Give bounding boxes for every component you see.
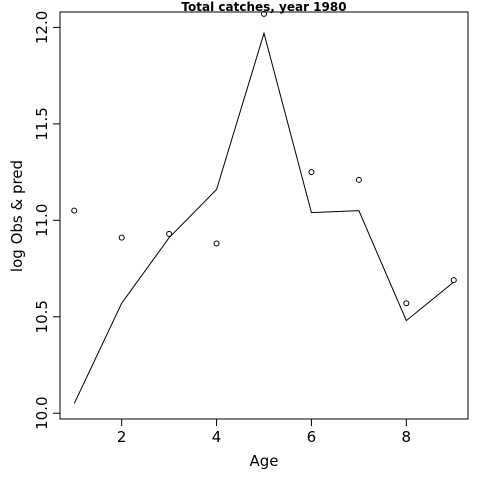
y-tick-label: 11.0 (33, 204, 51, 237)
y-tick-label: 12.0 (33, 11, 51, 44)
plot-frame (59, 11, 469, 420)
observed-point (166, 230, 173, 237)
observed-point (450, 277, 457, 284)
y-tick-label: 10.0 (33, 397, 51, 430)
x-tick-label: 2 (117, 428, 127, 446)
x-tick-label: 8 (402, 428, 412, 446)
x-axis-label: Age (249, 452, 278, 470)
y-axis: 10.0 10.5 11.0 11.5 12.0 (33, 11, 61, 430)
observed-point (213, 240, 220, 247)
x-tick-label: 6 (307, 428, 317, 446)
observed-point (403, 300, 410, 307)
observed-point (118, 234, 125, 241)
observed-point (71, 207, 78, 214)
chart-title: Total catches, year 1980 (181, 0, 346, 14)
y-tick-label: 11.5 (33, 107, 51, 140)
observed-point (355, 176, 362, 183)
x-axis: 2 4 6 8 (117, 418, 412, 446)
x-tick-label: 4 (212, 428, 222, 446)
predicted-line (73, 31, 455, 404)
observed-point (261, 10, 267, 17)
observed-points-series (71, 10, 457, 307)
predicted-line-series (73, 31, 455, 404)
observed-point (308, 169, 315, 176)
y-axis-label: log Obs & pred (8, 160, 26, 272)
y-tick-label: 10.5 (33, 300, 51, 333)
